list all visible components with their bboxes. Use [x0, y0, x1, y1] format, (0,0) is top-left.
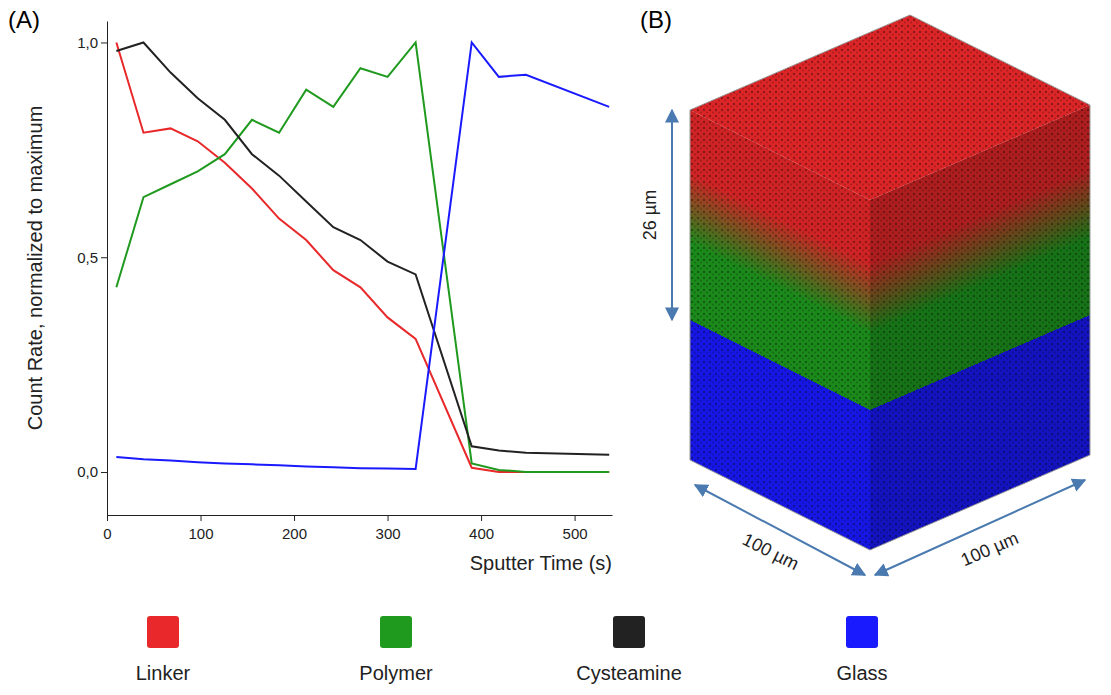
series-line	[116, 42, 609, 472]
figure: (A) 0 100 200 300 400 500 0,0 0,5 1,0 Count Rate, …	[0, 0, 1111, 695]
y-axis-line	[107, 22, 108, 516]
x-tick-mark	[294, 515, 295, 521]
legend-swatch	[380, 616, 412, 648]
legend-swatch	[147, 616, 179, 648]
y-tick-label: 1,0	[77, 34, 98, 51]
x-axis: 0 100 200 300 400 500	[103, 515, 612, 542]
x-tick-label: 100	[189, 525, 214, 542]
x-axis-title: Sputter Time (s)	[470, 552, 612, 574]
y-tick-mark	[101, 257, 107, 258]
series-line	[116, 42, 609, 454]
plot-lines	[116, 42, 609, 472]
series-line	[116, 42, 609, 469]
series-line	[116, 42, 609, 472]
x-tick-label: 500	[563, 525, 588, 542]
dimension-label: 100 µm	[739, 529, 802, 574]
y-axis-title: Count Rate, normalized to maximum	[24, 106, 46, 431]
x-axis-line	[108, 515, 613, 516]
x-tick-label: 200	[282, 525, 307, 542]
legend-label: Polymer	[359, 662, 433, 684]
y-tick-mark	[101, 42, 107, 43]
y-axis: 0,0 0,5 1,0	[77, 22, 107, 516]
cube-outline	[690, 15, 1090, 550]
x-tick: 0	[103, 515, 111, 542]
dimension-arrow	[875, 480, 1085, 575]
dimension-arrow	[671, 110, 673, 320]
y-tick: 0,5	[77, 249, 107, 266]
legend-swatch	[846, 616, 878, 648]
y-tick-label: 0,0	[77, 463, 98, 480]
x-tick: 100	[189, 515, 214, 542]
dimension-arrow	[695, 485, 865, 575]
legend: Linker Polymer Cysteamine Glass	[136, 616, 888, 684]
legend-swatch	[613, 616, 645, 648]
cube-image	[690, 15, 1090, 550]
legend-label: Cysteamine	[576, 662, 682, 684]
dimension-label: 26 µm	[640, 190, 660, 240]
x-tick-mark	[388, 515, 389, 521]
x-tick-mark	[107, 515, 108, 521]
legend-label: Linker	[136, 662, 191, 684]
x-tick-label: 0	[103, 525, 111, 542]
y-tick: 1,0	[77, 34, 107, 51]
legend-label: Glass	[836, 662, 887, 684]
y-tick-label: 0,5	[77, 249, 98, 266]
x-tick: 400	[469, 515, 494, 542]
x-tick: 500	[563, 515, 588, 542]
panel-label: (A)	[8, 6, 40, 33]
x-tick-mark	[481, 515, 482, 521]
x-tick-label: 400	[469, 525, 494, 542]
cube-texture	[690, 15, 1090, 200]
y-tick-mark	[101, 472, 107, 473]
panel-label: (B)	[640, 6, 672, 33]
x-tick-mark	[201, 515, 202, 521]
x-tick: 200	[282, 515, 307, 542]
y-tick: 0,0	[77, 463, 107, 480]
x-tick-label: 300	[376, 525, 401, 542]
x-tick-mark	[575, 515, 576, 521]
dimension-label: 100 µm	[958, 528, 1021, 570]
x-tick: 300	[376, 515, 401, 542]
